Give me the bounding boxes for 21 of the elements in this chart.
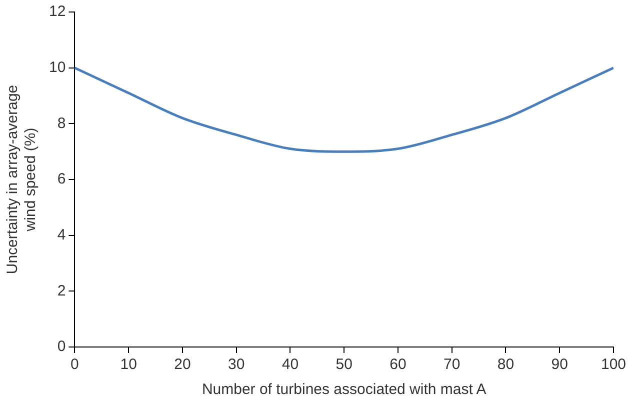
x-tick-label: 60 [390, 356, 406, 374]
x-tick-label: 10 [120, 356, 137, 374]
y-tick-label: 10 [48, 58, 66, 76]
x-axis-title: Number of turbines associated with mast A [202, 381, 486, 398]
line-series [74, 66, 614, 153]
x-tick-label: 100 [600, 356, 626, 374]
y-tick-label: 12 [48, 3, 66, 20]
x-tick-label: 0 [70, 356, 79, 374]
x-tick-label: 80 [497, 356, 514, 374]
y-tick-label: 0 [57, 338, 66, 356]
x-tick-label: 70 [444, 356, 460, 374]
x-tick-label: 40 [282, 356, 299, 374]
y-axis-title: Uncertainty in array-average wind speed (%) [4, 84, 40, 274]
y-tick-label: 8 [57, 114, 66, 132]
y-tick-label: 2 [57, 282, 66, 300]
x-tick-label: 50 [336, 356, 352, 374]
y-tick-label: 4 [57, 226, 66, 244]
x-tick-label: 90 [551, 356, 568, 374]
y-tick-label: 6 [57, 170, 66, 188]
x-tick-label: 20 [174, 356, 191, 374]
x-tick-label: 30 [228, 356, 245, 374]
